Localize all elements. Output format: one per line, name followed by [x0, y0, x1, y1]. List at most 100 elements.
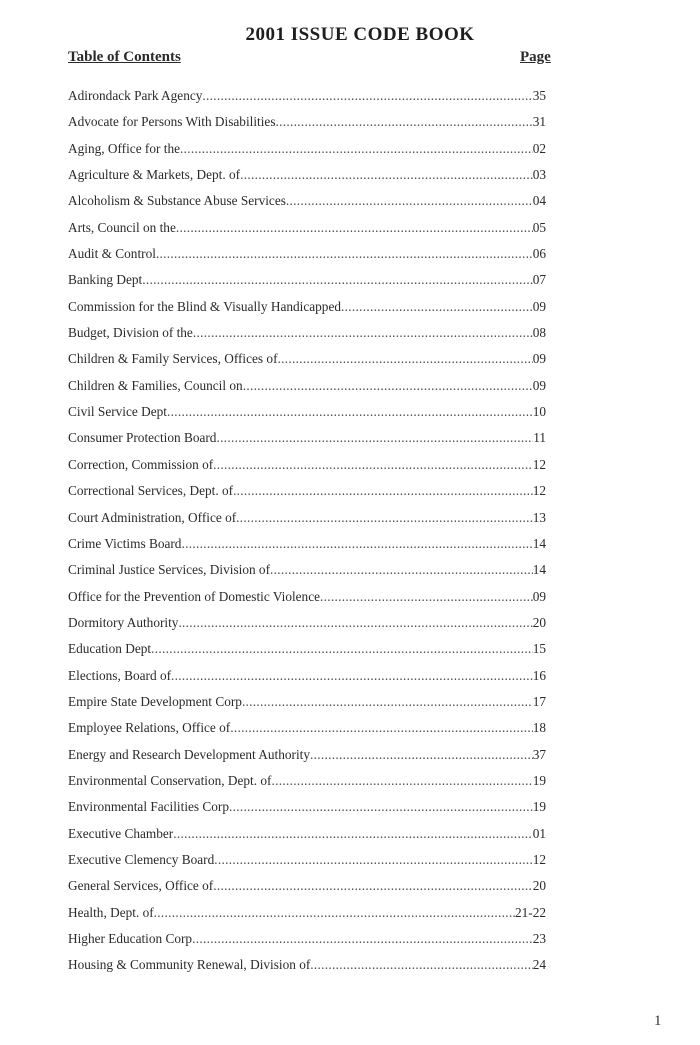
entry-name: Children & Family Services, Offices of [68, 351, 278, 367]
entry-page: 12 [532, 483, 546, 499]
entry-name: Dormitory Authority [68, 614, 179, 630]
toc-heading: Table of Contents [68, 49, 181, 65]
toc-entry: Correction, Commission of 12 [68, 457, 546, 483]
dot-leader [278, 351, 533, 367]
toc-entry: Advocate for Persons With Disabilities 31 [68, 114, 546, 140]
dot-leader [142, 272, 532, 288]
entry-name: Adirondack Park Agency [68, 88, 203, 103]
toc-entry: Executive Chamber 01 [68, 826, 546, 852]
dot-leader [216, 430, 533, 446]
toc-entry: Executive Clemency Board 12 [68, 852, 546, 878]
entry-name: Higher Education Corp [68, 931, 193, 946]
dot-leader [202, 88, 532, 104]
entry-page: 35 [532, 88, 546, 103]
entry-page: 13 [532, 509, 546, 525]
dot-leader [156, 246, 533, 262]
entry-page: 05 [532, 219, 546, 235]
entry-name: Energy and Research Development Authorit… [68, 746, 310, 762]
page-number: 1 [654, 1013, 662, 1029]
toc-entry: Office for the Prevention of Domestic Vi… [68, 589, 546, 615]
entry-name: Advocate for Persons With Disabilities [68, 114, 276, 130]
entry-name: Commission for the Blind & Visually Hand… [68, 298, 341, 314]
document-title: 2001 ISSUE CODE BOOK [245, 24, 475, 45]
entry-page: 23 [532, 931, 546, 946]
dot-leader [193, 325, 533, 341]
entry-page: 07 [532, 272, 546, 288]
toc-entry: Consumer Protection Board 11 [68, 430, 546, 456]
dot-leader [310, 957, 532, 973]
dot-leader [286, 193, 533, 209]
entry-page: 12 [532, 851, 546, 867]
toc-entry: Children & Family Services, Offices of 09 [68, 351, 546, 377]
toc-entry: Health, Dept. of 21-22 [68, 905, 546, 931]
entry-name: Empire State Development Corp [68, 693, 242, 709]
dot-leader [171, 668, 533, 684]
entry-page: 14 [532, 562, 546, 578]
entry-name: Education Dept [68, 641, 152, 657]
entry-page: 09 [532, 298, 546, 314]
entry-page: 03 [532, 167, 546, 183]
entry-name: Correctional Services, Dept. of [68, 483, 234, 499]
entry-name: Agriculture & Markets, Dept. of [68, 167, 241, 183]
toc-entry: Budget, Division of the 08 [68, 325, 546, 351]
entry-page: 20 [532, 878, 546, 894]
entry-page: 09 [532, 351, 546, 367]
entry-name: Audit & Control [68, 246, 156, 262]
entry-name: Budget, Division of the [68, 325, 193, 341]
entry-page: 08 [532, 325, 546, 341]
entry-page: 18 [532, 720, 546, 736]
entry-page: 09 [532, 588, 546, 604]
dot-leader [341, 299, 533, 315]
toc-list: Adirondack Park Agency 35 Advocate for Per… [68, 88, 546, 984]
dot-leader [271, 773, 532, 789]
dot-leader [320, 589, 533, 605]
entry-page: 06 [532, 246, 546, 262]
toc-entry: Higher Education Corp 23 [68, 931, 546, 957]
entry-name: Consumer Protection Board [68, 430, 217, 446]
dot-leader [213, 878, 532, 894]
dot-leader [167, 404, 533, 420]
dot-leader [176, 220, 533, 236]
entry-name: Court Administration, Office of [68, 509, 237, 525]
entry-page: 15 [532, 641, 546, 657]
dot-leader [240, 167, 533, 183]
entry-name: Environmental Conservation, Dept. of [68, 772, 272, 788]
toc-entry: Environmental Conservation, Dept. of 19 [68, 773, 546, 799]
toc-entry: Audit & Control 06 [68, 246, 546, 272]
entry-page: 01 [532, 825, 546, 841]
toc-entry: Commission for the Blind & Visually Hand… [68, 299, 546, 325]
dot-leader [173, 826, 532, 842]
toc-entry: Housing & Community Renewal, Division of… [68, 957, 546, 983]
dot-leader [178, 615, 532, 631]
entry-name: Criminal Justice Services, Division of [68, 562, 271, 578]
entry-name: Arts, Council on the [68, 219, 176, 235]
entry-name: Civil Service Dept [68, 404, 167, 420]
toc-entry: Adirondack Park Agency 35 [68, 88, 546, 114]
entry-page: 24 [532, 957, 546, 973]
entry-name: Alcoholism & Substance Abuse Services [68, 193, 286, 209]
entry-name: Executive Clemency Board [68, 851, 215, 867]
entry-name: Housing & Community Renewal, Division of [68, 957, 311, 973]
entry-page: 14 [532, 535, 546, 551]
dot-leader [276, 114, 533, 130]
entry-page: 11 [533, 430, 546, 446]
dot-leader [181, 536, 532, 552]
dot-leader [192, 931, 533, 947]
entry-name: Executive Chamber [68, 825, 174, 841]
dot-leader [213, 457, 533, 473]
toc-entry: Environmental Facilities Corp 19 [68, 799, 546, 825]
toc-entry: Energy and Research Development Authorit… [68, 747, 546, 773]
toc-entry: General Services, Office of 20 [68, 878, 546, 904]
entry-name: Employee Relations, Office of [68, 720, 231, 736]
toc-entry: Empire State Development Corp 17 [68, 694, 546, 720]
dot-leader [230, 720, 532, 736]
entry-page: 21-22 [514, 904, 546, 920]
entry-name: Health, Dept. of [68, 904, 154, 920]
dot-leader [236, 510, 533, 526]
toc-entry: Correctional Services, Dept. of 12 [68, 483, 546, 509]
entry-name: Elections, Board of [68, 667, 172, 683]
toc-entry: Agriculture & Markets, Dept. of 03 [68, 167, 546, 193]
toc-entry: Children & Families, Council on 09 [68, 378, 546, 404]
entry-page: 31 [532, 114, 546, 130]
toc-entry: Dormitory Authority 20 [68, 615, 546, 641]
